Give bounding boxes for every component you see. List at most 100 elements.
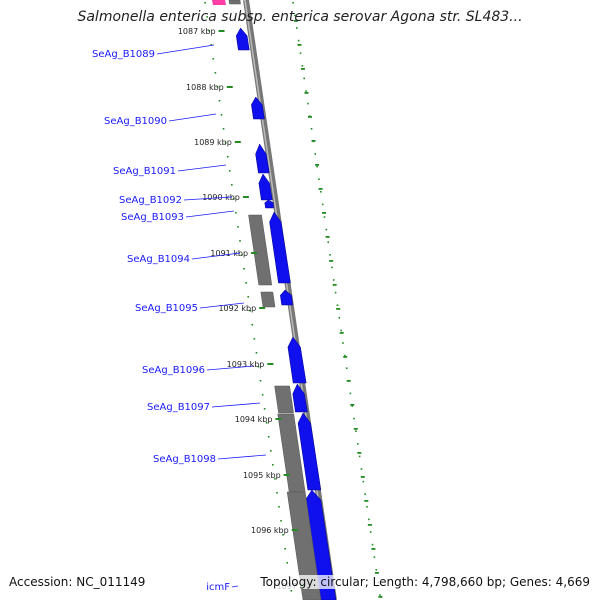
guide-dot bbox=[351, 405, 354, 407]
guide-dot bbox=[251, 324, 254, 326]
guide-dot bbox=[241, 254, 243, 256]
guide-dash bbox=[346, 380, 351, 382]
gene-forward-arrow bbox=[305, 489, 337, 600]
guide-dot bbox=[257, 366, 260, 368]
guide-dot bbox=[368, 518, 370, 521]
guide-dot bbox=[284, 548, 286, 550]
gene-forward-arrow bbox=[258, 173, 273, 201]
guide-dash bbox=[378, 596, 383, 598]
kbp-tick-mark bbox=[267, 363, 274, 365]
guide-dot bbox=[235, 212, 237, 214]
guide-dot bbox=[237, 226, 239, 228]
guide-dot bbox=[327, 241, 330, 243]
genome-title: Salmonella enterica subsp. enterica sero… bbox=[77, 9, 523, 25]
kbp-tick-label: 1093 kbp bbox=[227, 360, 265, 369]
guide-dot bbox=[253, 338, 256, 340]
gene-label: SeAg_B1097 bbox=[147, 402, 210, 413]
kbp-tick-mark bbox=[259, 307, 266, 309]
gene-forward-arrow bbox=[269, 211, 291, 284]
kbp-tick-label: 1089 kbp bbox=[194, 138, 232, 147]
guide-dot bbox=[305, 90, 307, 92]
gene-leader-line bbox=[177, 164, 227, 172]
gene-label: SeAg_B1094 bbox=[127, 254, 190, 265]
gene-reverse-block bbox=[274, 385, 294, 414]
kbp-tick-mark bbox=[283, 474, 290, 476]
kbp-tick-mark bbox=[226, 86, 233, 88]
guide-dash bbox=[364, 500, 369, 502]
guide-dot bbox=[364, 493, 366, 495]
guide-dash bbox=[367, 524, 372, 526]
kbp-tick-label: 1088 kbp bbox=[186, 83, 224, 92]
guide-dash bbox=[315, 164, 320, 166]
gene-reverse-block bbox=[228, 0, 241, 5]
guide-dot bbox=[318, 178, 320, 180]
gene-label: SeAg_B1098 bbox=[153, 454, 216, 465]
guide-dash bbox=[336, 308, 341, 310]
guide-dot bbox=[276, 492, 278, 494]
guide-dot bbox=[344, 354, 346, 357]
guide-dash bbox=[311, 140, 316, 142]
guide-dash bbox=[318, 188, 323, 190]
gene-forward-arrow bbox=[280, 289, 294, 306]
gene-label: SeAg_B1095 bbox=[135, 303, 198, 314]
gene-label: SeAg_B1091 bbox=[113, 166, 176, 177]
gene-leader-line bbox=[217, 454, 267, 460]
guide-dash bbox=[329, 260, 334, 262]
accession-text: Accession: NC_011149 bbox=[9, 575, 146, 589]
guide-dash bbox=[293, 20, 298, 22]
guide-dash bbox=[339, 332, 344, 334]
guide-dot bbox=[360, 468, 363, 470]
guide-dash bbox=[308, 116, 313, 118]
guide-dot bbox=[282, 534, 284, 536]
kbp-tick-label: 1095 kbp bbox=[243, 471, 281, 480]
guide-dot bbox=[224, 142, 227, 144]
guide-dot bbox=[307, 102, 309, 105]
gene-leader-line bbox=[183, 196, 233, 201]
guide-dot bbox=[353, 417, 355, 420]
gene-forward-arrow bbox=[264, 199, 274, 209]
guide-dot bbox=[214, 72, 217, 74]
gene-forward-arrow bbox=[235, 27, 250, 51]
guide-dot bbox=[292, 2, 294, 4]
kbp-tick-mark bbox=[218, 30, 225, 32]
guide-dot bbox=[356, 443, 359, 445]
kbp-tick-mark bbox=[291, 529, 298, 531]
gene-labels: SeAg_B1089 SeAg_B1090 SeAg_B1091 SeAg_B1092… bbox=[92, 44, 267, 593]
guide-dot bbox=[362, 480, 365, 483]
guide-dot bbox=[208, 30, 210, 32]
guide-dot bbox=[261, 394, 264, 396]
guide-dot bbox=[267, 436, 270, 438]
guide-dash bbox=[297, 44, 302, 46]
gene-forward-arrow bbox=[297, 412, 322, 491]
guide-dash bbox=[353, 428, 358, 430]
guide-dot bbox=[349, 392, 352, 395]
guide-dot bbox=[301, 65, 304, 67]
kbp-tick-label: 1087 kbp bbox=[178, 27, 216, 36]
guide-dash bbox=[371, 548, 376, 550]
gene-leader-line bbox=[206, 365, 255, 371]
guide-dot bbox=[286, 562, 289, 564]
gene-features bbox=[212, 0, 337, 600]
guide-dot bbox=[280, 520, 282, 522]
gene-label: SeAg_B1093 bbox=[121, 212, 184, 223]
guide-dot bbox=[342, 342, 344, 344]
kbp-tick-label: 1091 kbp bbox=[210, 249, 248, 258]
guide-dot bbox=[369, 531, 372, 533]
guide-dot bbox=[270, 450, 272, 452]
guide-dot bbox=[218, 100, 221, 102]
guide-dot bbox=[295, 27, 298, 29]
gene-label: SeAg_B1096 bbox=[142, 365, 205, 376]
gene-label: icmF bbox=[206, 582, 230, 593]
gene-leader-line bbox=[199, 302, 245, 309]
kbp-tick-mark bbox=[275, 418, 282, 420]
gene-leader-line bbox=[231, 585, 239, 588]
guide-dot bbox=[245, 282, 247, 284]
kbp-tick-mark bbox=[242, 196, 249, 198]
guide-dot bbox=[230, 184, 233, 186]
gene-highlight bbox=[212, 0, 226, 5]
gene-reverse-block bbox=[248, 214, 273, 286]
guide-dot bbox=[294, 14, 296, 17]
guide-dot bbox=[299, 52, 302, 54]
